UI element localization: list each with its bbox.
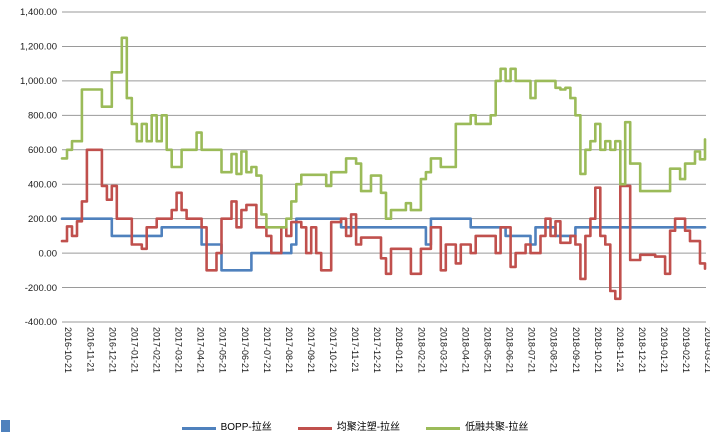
x-tick-label: 2018-01-21 — [394, 327, 404, 373]
y-tick-label: 800.00 — [28, 111, 57, 122]
legend-item: 低融共聚-拉丝 — [426, 423, 528, 433]
legend-label: BOPP-拉丝 — [220, 422, 272, 433]
x-tick-label: 2017-04-21 — [196, 327, 206, 373]
x-tick-label: 2018-02-21 — [416, 327, 426, 373]
x-tick-label: 2017-01-21 — [129, 327, 139, 373]
series-line- — [60, 36, 707, 229]
legend-label: 低融共聚-拉丝 — [465, 422, 529, 433]
x-tick-label: 2016-10-21 — [63, 327, 73, 373]
legend: BOPP-拉丝 均聚注塑-拉丝 低融共聚-拉丝 — [0, 419, 710, 437]
y-tick-label: 1,000.00 — [20, 76, 57, 87]
y-tick-label: 1,200.00 — [20, 42, 57, 53]
x-tick-label: 2018-05-21 — [483, 327, 493, 373]
x-tick-label: 2016-12-21 — [107, 327, 117, 373]
x-tick-label: 2017-11-21 — [350, 327, 360, 372]
legend-label: 均聚注塑-拉丝 — [336, 422, 401, 433]
series-line-bopp — [60, 217, 707, 272]
x-tick-label: 2019-02-21 — [681, 327, 691, 373]
x-tick-label: 2018-08-21 — [549, 327, 559, 373]
x-tick-label: 2017-07-21 — [262, 327, 272, 373]
legend-item: 均聚注塑-拉丝 — [297, 422, 401, 433]
x-tick-label: 2017-10-21 — [328, 327, 338, 373]
x-tick-label: 2017-05-21 — [218, 327, 228, 373]
x-tick-label: 2018-10-21 — [593, 327, 603, 373]
x-tick-label: 2017-02-21 — [151, 327, 161, 373]
y-tick-label: -400.00 — [25, 317, 57, 328]
x-tick-label: 2017-06-21 — [240, 327, 250, 373]
x-tick-label: 2018-07-21 — [527, 327, 537, 373]
x-tick-label: 2017-09-21 — [306, 327, 316, 373]
x-tick-label: 2018-11-21 — [615, 327, 625, 372]
y-tick-label: 0.00 — [39, 248, 58, 259]
x-tick-label: 2017-03-21 — [174, 327, 184, 373]
legend-line-swatch — [426, 426, 461, 430]
x-tick-label: 2018-06-21 — [505, 327, 515, 373]
x-tick-label: 2018-03-21 — [438, 327, 448, 373]
x-tick-label: 2019-03-21 — [703, 327, 710, 373]
y-tick-label: 600.00 — [28, 145, 57, 156]
x-tick-label: 2016-11-21 — [85, 327, 95, 372]
x-tick-label: 2018-12-21 — [637, 327, 647, 373]
x-tick-label: 2017-08-21 — [284, 327, 294, 373]
y-tick-label: 1,400.00 — [20, 7, 57, 18]
y-tick-label: 400.00 — [28, 179, 57, 190]
y-tick-label: 200.00 — [28, 214, 57, 225]
y-tick-label: -200.00 — [25, 283, 57, 294]
window-artifact — [1, 420, 10, 432]
x-tick-label: 2017-12-21 — [372, 327, 382, 373]
legend-line-swatch — [297, 426, 332, 430]
legend-line-swatch — [181, 426, 216, 430]
x-tick-label: 2018-09-21 — [571, 327, 581, 373]
series-line- — [60, 148, 707, 301]
legend-item: BOPP-拉丝 — [181, 422, 272, 433]
x-tick-label: 2019-01-21 — [659, 327, 669, 373]
x-tick-label: 2018-04-21 — [460, 327, 470, 373]
